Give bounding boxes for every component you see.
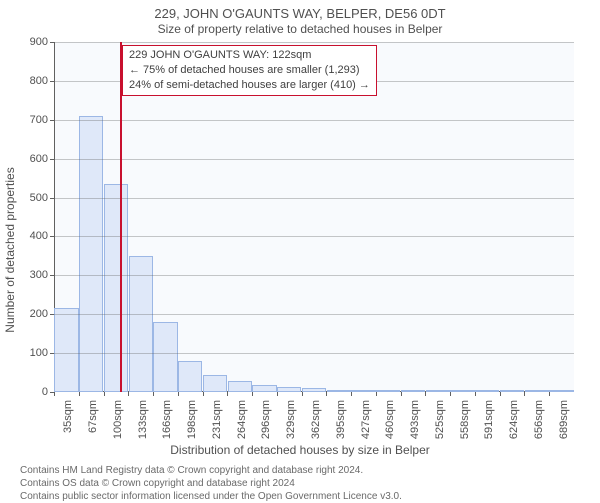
- gridline: [54, 159, 574, 160]
- bar: [252, 385, 276, 392]
- gridline: [54, 236, 574, 237]
- x-tick-mark: [524, 392, 525, 396]
- gridline: [54, 198, 574, 199]
- x-tick-label: 100sqm: [112, 400, 124, 439]
- bar: [79, 116, 103, 392]
- bar: [54, 308, 78, 392]
- x-tick-label: 656sqm: [533, 400, 545, 439]
- x-tick-mark: [178, 392, 179, 396]
- attribution-line: Contains HM Land Registry data © Crown c…: [20, 464, 402, 477]
- x-tick-mark: [252, 392, 253, 396]
- y-tick-label: 600: [30, 153, 54, 165]
- x-tick-label: 558sqm: [459, 400, 471, 439]
- x-tick-mark: [351, 392, 352, 396]
- bar: [327, 390, 351, 392]
- x-tick-mark: [104, 392, 105, 396]
- x-tick-mark: [302, 392, 303, 396]
- x-tick-label: 166sqm: [161, 400, 173, 439]
- x-tick-mark: [401, 392, 402, 396]
- x-tick-label: 460sqm: [384, 400, 396, 439]
- x-tick-mark: [376, 392, 377, 396]
- x-tick-mark: [203, 392, 204, 396]
- x-tick-mark: [153, 392, 154, 396]
- x-tick-mark: [227, 392, 228, 396]
- x-tick-label: 67sqm: [87, 400, 99, 433]
- bar: [549, 390, 573, 392]
- bar: [104, 184, 128, 392]
- bar: [500, 390, 524, 392]
- y-tick-label: 400: [30, 230, 54, 242]
- x-tick-label: 198sqm: [186, 400, 198, 439]
- attribution-line: Contains OS data © Crown copyright and d…: [20, 477, 402, 490]
- y-tick-label: 700: [30, 114, 54, 126]
- x-tick-mark: [500, 392, 501, 396]
- bar: [178, 361, 202, 392]
- x-tick-label: 427sqm: [360, 400, 372, 439]
- gridline: [54, 353, 574, 354]
- gridline: [54, 42, 574, 43]
- x-axis-label: Distribution of detached houses by size …: [0, 443, 600, 457]
- bar: [401, 390, 425, 392]
- y-tick-label: 300: [30, 269, 54, 281]
- gridline: [54, 275, 574, 276]
- x-tick-label: 329sqm: [285, 400, 297, 439]
- gridline: [54, 314, 574, 315]
- page-title: 229, JOHN O'GAUNTS WAY, BELPER, DE56 0DT: [0, 6, 600, 21]
- bar: [228, 381, 252, 392]
- x-tick-label: 133sqm: [137, 400, 149, 439]
- y-tick-label: 500: [30, 192, 54, 204]
- x-tick-label: 231sqm: [211, 400, 223, 439]
- page-subtitle: Size of property relative to detached ho…: [0, 22, 600, 36]
- callout-line: 229 JOHN O'GAUNTS WAY: 122sqm: [129, 48, 370, 63]
- bar: [351, 390, 375, 392]
- x-tick-label: 591sqm: [483, 400, 495, 439]
- y-tick-label: 800: [30, 75, 54, 87]
- x-tick-mark: [450, 392, 451, 396]
- x-tick-label: 35sqm: [62, 400, 74, 433]
- attribution-line: Contains public sector information licen…: [20, 490, 402, 503]
- x-tick-label: 525sqm: [434, 400, 446, 439]
- bar: [426, 390, 450, 392]
- y-tick-label: 200: [30, 308, 54, 320]
- y-tick-label: 100: [30, 347, 54, 359]
- x-tick-label: 264sqm: [236, 400, 248, 439]
- callout-line: 24% of semi-detached houses are larger (…: [129, 78, 370, 93]
- x-tick-mark: [54, 392, 55, 396]
- bar: [376, 390, 400, 392]
- x-tick-mark: [128, 392, 129, 396]
- chart-area: 010020030040050060070080090035sqm67sqm10…: [54, 42, 574, 392]
- x-tick-label: 624sqm: [508, 400, 520, 439]
- bar: [302, 388, 326, 392]
- y-tick-label: 0: [42, 386, 54, 398]
- x-tick-label: 689sqm: [558, 400, 570, 439]
- x-tick-mark: [425, 392, 426, 396]
- bar: [153, 322, 177, 392]
- bar: [475, 390, 499, 392]
- gridline: [54, 120, 574, 121]
- bar: [450, 390, 474, 392]
- x-tick-label: 296sqm: [260, 400, 272, 439]
- x-tick-mark: [475, 392, 476, 396]
- x-tick-mark: [549, 392, 550, 396]
- attribution: Contains HM Land Registry data © Crown c…: [20, 464, 402, 503]
- callout-box: 229 JOHN O'GAUNTS WAY: 122sqm← 75% of de…: [122, 45, 377, 96]
- x-tick-mark: [79, 392, 80, 396]
- y-axis-label: Number of detached properties: [3, 167, 17, 332]
- x-tick-label: 362sqm: [310, 400, 322, 439]
- x-tick-mark: [326, 392, 327, 396]
- x-tick-label: 395sqm: [335, 400, 347, 439]
- x-tick-mark: [277, 392, 278, 396]
- y-tick-label: 900: [30, 36, 54, 48]
- callout-line: ← 75% of detached houses are smaller (1,…: [129, 63, 370, 78]
- bar: [525, 390, 549, 392]
- bar: [203, 375, 227, 392]
- bar: [277, 387, 301, 392]
- x-tick-label: 493sqm: [409, 400, 421, 439]
